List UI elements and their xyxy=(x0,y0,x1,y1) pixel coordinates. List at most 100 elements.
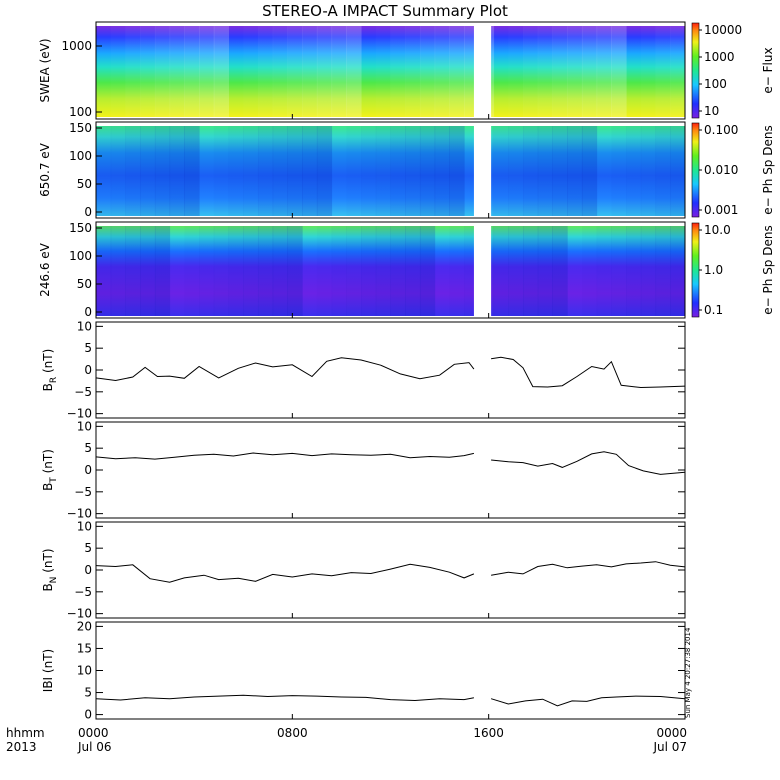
heatmap-column xyxy=(287,126,303,216)
colorbar xyxy=(691,22,700,119)
xtick-date: Jul 06 xyxy=(77,740,112,754)
heatmap-column xyxy=(140,126,156,216)
heatmap-column xyxy=(243,226,259,316)
heatmap-column xyxy=(213,26,230,117)
ytick-label: 0 xyxy=(84,363,92,377)
heatmap-column xyxy=(523,226,539,316)
colorbar-tick-label: 1000 xyxy=(704,50,735,64)
heatmap-column xyxy=(655,226,671,316)
heatmap-column xyxy=(243,126,259,216)
heatmap-column xyxy=(552,226,568,316)
heatmap-column xyxy=(537,126,553,216)
ylabel: BR (nT) xyxy=(41,349,59,392)
heatmap-column xyxy=(140,26,156,117)
heatmap-column xyxy=(641,26,656,117)
panel-frame xyxy=(95,521,686,619)
ytick-label: 10 xyxy=(77,664,92,678)
heatmap-column xyxy=(361,126,377,216)
series-line xyxy=(491,451,686,475)
xtick-date: Jul 07 xyxy=(652,740,687,754)
heatmap-column xyxy=(670,126,686,216)
heatmap-column xyxy=(405,226,421,316)
series-line xyxy=(490,695,686,707)
ytick-label: 5 xyxy=(84,541,92,555)
heatmap-column xyxy=(257,226,274,316)
ylabel-main: B xyxy=(41,483,55,491)
heatmap-column xyxy=(125,226,141,316)
colorbar-label: e− Flux xyxy=(761,47,775,93)
panel-3: 150 100 50 0 246.6 eV 10.0 1.0 0.1 e− Ph Sp Dens xyxy=(38,221,775,319)
ytick-label: 100 xyxy=(69,105,92,119)
run-stamp: Sun May 4 20:27:38 2014 xyxy=(684,627,692,718)
heatmap-column xyxy=(272,126,288,216)
heatmap-column xyxy=(537,226,553,316)
ylabel: IBI (nT) xyxy=(41,649,55,692)
ylabel-unit: (nT) xyxy=(41,649,55,677)
colorbar xyxy=(691,122,700,218)
ylabel: BT (nT) xyxy=(41,449,59,491)
colorbar-tick-label: 10.0 xyxy=(704,223,731,237)
colorbar-label: e− Ph Sp Dens xyxy=(761,225,775,314)
data-gap xyxy=(473,22,492,119)
colorbar-tick-label: 0.001 xyxy=(704,203,738,217)
heatmap-column xyxy=(257,126,274,216)
ytick-label: −10 xyxy=(67,607,92,621)
series-line xyxy=(95,357,475,382)
panel-7: 20 15 10 5 0 IBI (nT) xyxy=(41,619,686,722)
heatmap-column xyxy=(125,126,141,216)
panel-frame xyxy=(95,21,686,120)
heatmap-column xyxy=(626,126,642,216)
heatmap-column xyxy=(670,26,686,117)
xtick-label: 0800 xyxy=(277,726,308,740)
heatmap-column xyxy=(346,126,361,216)
heatmap-column xyxy=(405,26,421,117)
ytick-label: 150 xyxy=(69,221,92,235)
ytick-label: 5 xyxy=(84,441,92,455)
heatmap-column xyxy=(611,126,626,216)
heatmap-column xyxy=(302,26,318,117)
heatmap-column xyxy=(331,226,347,316)
ytick-label: 10 xyxy=(77,319,92,333)
ytick-label: 0 xyxy=(84,708,92,722)
heatmap-column xyxy=(375,226,391,316)
heatmap-column xyxy=(581,126,598,216)
ytick-label: 50 xyxy=(77,177,92,191)
heatmap-column xyxy=(154,126,171,216)
heatmap-column xyxy=(96,126,112,216)
ytick-label: 1000 xyxy=(61,39,92,53)
heatmap-column xyxy=(199,26,215,117)
ytick-label: −5 xyxy=(74,485,92,499)
heatmap-column xyxy=(390,126,406,216)
heatmap-column xyxy=(596,226,612,316)
panel-5: 10 5 0 −5 −10 BT (nT) xyxy=(41,419,686,521)
heatmap-column xyxy=(184,26,200,117)
heatmap-column xyxy=(523,126,539,216)
heatmap-column xyxy=(419,26,436,117)
heatmap-column xyxy=(213,226,230,316)
heatmap-fill xyxy=(96,26,685,117)
ytick-label: −5 xyxy=(74,585,92,599)
colorbar xyxy=(691,222,700,318)
heatmap-column xyxy=(361,226,377,316)
heatmap-column xyxy=(655,26,671,117)
heatmap-column xyxy=(214,126,229,216)
heatmap-column xyxy=(596,26,612,117)
ytick-label: 5 xyxy=(84,341,92,355)
series-line xyxy=(95,694,474,702)
heatmap-column xyxy=(567,26,583,117)
ytick-label: −10 xyxy=(67,507,92,521)
heatmap-column xyxy=(125,26,141,117)
heatmap-column xyxy=(184,226,199,316)
heatmap-column xyxy=(169,126,185,216)
ytick-label: 0 xyxy=(84,205,92,219)
heatmap-column xyxy=(111,26,126,117)
heatmap-column xyxy=(287,26,303,117)
heatmap-column xyxy=(169,26,185,117)
ytick-label: 0 xyxy=(84,305,92,319)
heatmap-column xyxy=(552,26,568,117)
heatmap-column xyxy=(390,226,406,316)
heatmap-column xyxy=(228,126,244,216)
ytick-label: 100 xyxy=(69,249,92,263)
heatmap-column xyxy=(449,226,464,316)
